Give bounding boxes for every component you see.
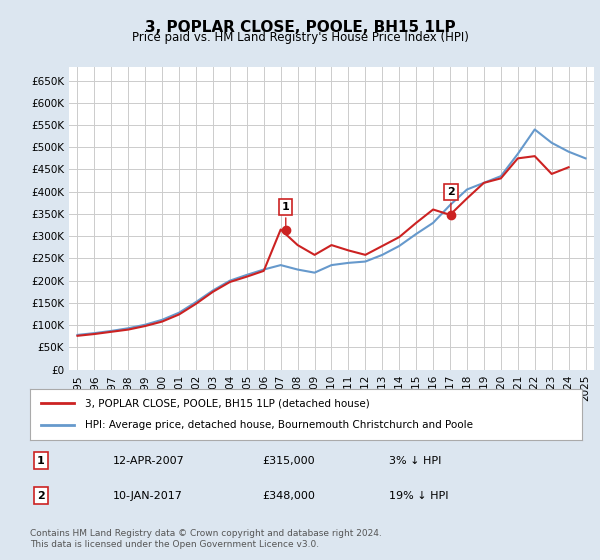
Text: 2: 2 xyxy=(37,491,45,501)
Text: 3, POPLAR CLOSE, POOLE, BH15 1LP (detached house): 3, POPLAR CLOSE, POOLE, BH15 1LP (detach… xyxy=(85,398,370,408)
Text: 3, POPLAR CLOSE, POOLE, BH15 1LP: 3, POPLAR CLOSE, POOLE, BH15 1LP xyxy=(145,20,455,35)
Text: 1: 1 xyxy=(282,202,290,227)
Text: 19% ↓ HPI: 19% ↓ HPI xyxy=(389,491,448,501)
Text: £315,000: £315,000 xyxy=(262,456,314,465)
Text: HPI: Average price, detached house, Bournemouth Christchurch and Poole: HPI: Average price, detached house, Bour… xyxy=(85,421,473,431)
Text: 3% ↓ HPI: 3% ↓ HPI xyxy=(389,456,441,465)
Text: 2: 2 xyxy=(447,187,455,212)
Text: 10-JAN-2017: 10-JAN-2017 xyxy=(113,491,182,501)
Text: £348,000: £348,000 xyxy=(262,491,315,501)
Text: Contains HM Land Registry data © Crown copyright and database right 2024.
This d: Contains HM Land Registry data © Crown c… xyxy=(30,529,382,549)
Text: 1: 1 xyxy=(37,456,45,465)
Text: Price paid vs. HM Land Registry's House Price Index (HPI): Price paid vs. HM Land Registry's House … xyxy=(131,31,469,44)
Text: 12-APR-2007: 12-APR-2007 xyxy=(113,456,185,465)
